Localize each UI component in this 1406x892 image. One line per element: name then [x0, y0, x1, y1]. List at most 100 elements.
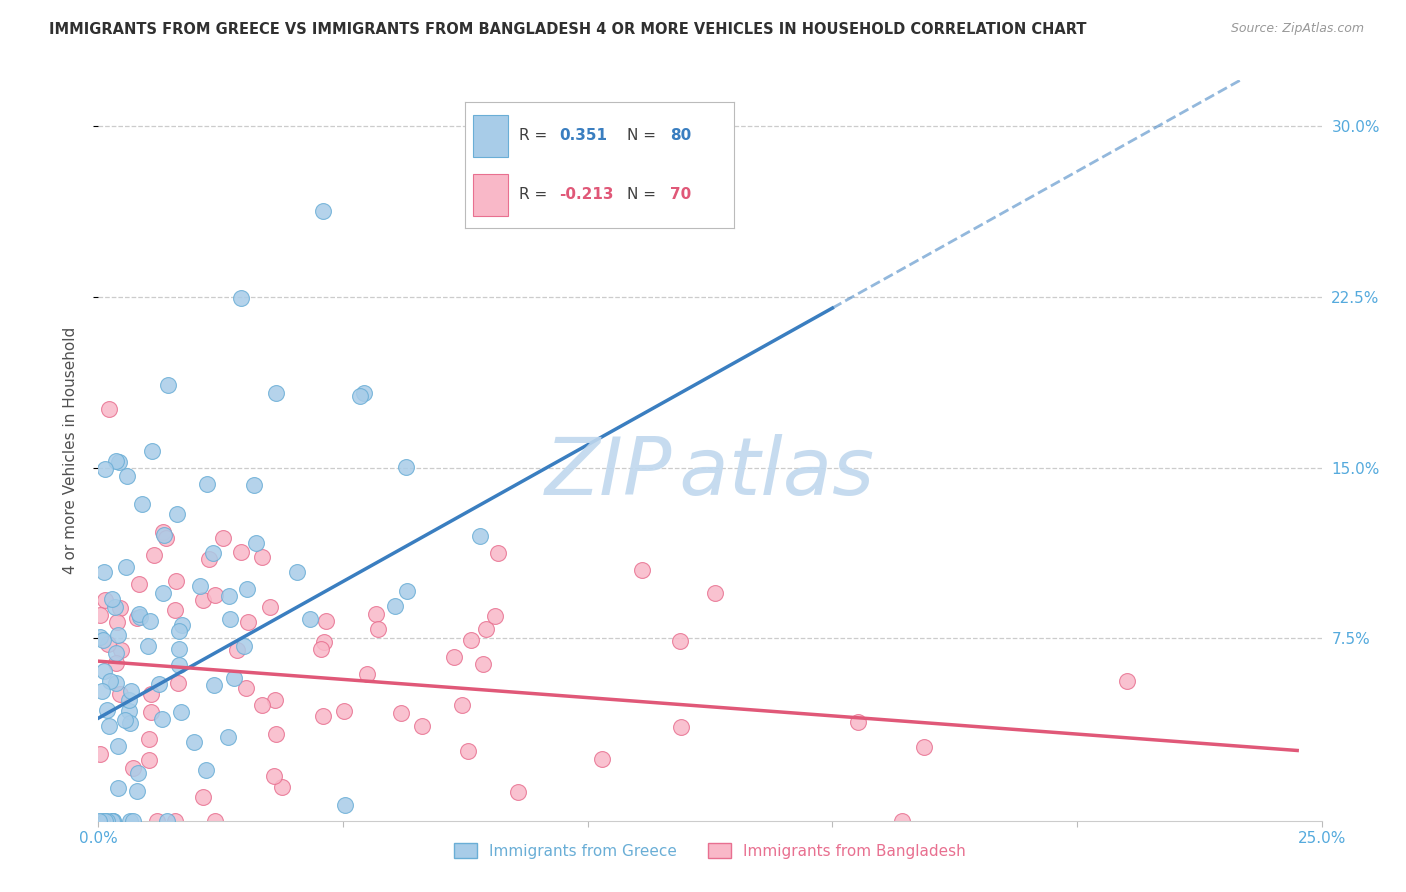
Point — [703, 586, 725, 600]
Point — [91, 683, 114, 698]
Point — [389, 706, 412, 720]
Point — [148, 677, 170, 691]
Point — [105, 615, 128, 629]
Point — [139, 687, 162, 701]
Point — [468, 529, 491, 543]
Point — [457, 744, 479, 758]
Point — [669, 720, 692, 734]
Point — [231, 291, 253, 305]
Point — [87, 814, 110, 828]
Point — [367, 622, 389, 636]
Point — [384, 599, 406, 613]
Point — [202, 546, 225, 560]
Point — [150, 712, 173, 726]
Point — [138, 614, 160, 628]
Point — [218, 589, 240, 603]
Point — [98, 719, 121, 733]
Point — [395, 459, 418, 474]
Point — [591, 752, 613, 766]
Point — [191, 790, 214, 805]
Point — [204, 588, 226, 602]
Point — [183, 734, 205, 748]
Point — [218, 612, 240, 626]
Point — [202, 677, 225, 691]
Point — [488, 546, 510, 560]
Point — [91, 633, 114, 648]
Point — [912, 739, 935, 754]
Point — [94, 462, 117, 476]
Point — [117, 469, 139, 483]
Point — [138, 731, 160, 746]
Point — [333, 704, 356, 718]
Text: IMMIGRANTS FROM GREECE VS IMMIGRANTS FROM BANGLADESH 4 OR MORE VEHICLES IN HOUSE: IMMIGRANTS FROM GREECE VS IMMIGRANTS FRO… — [49, 22, 1087, 37]
Point — [103, 814, 125, 828]
Point — [252, 698, 274, 712]
Point — [138, 753, 160, 767]
Point — [225, 643, 247, 657]
Point — [312, 709, 335, 723]
Point — [108, 687, 131, 701]
Point — [395, 584, 418, 599]
Point — [141, 444, 163, 458]
Point — [238, 615, 260, 630]
Point — [335, 797, 357, 812]
Point — [163, 603, 186, 617]
Point — [118, 705, 141, 719]
Point — [97, 637, 120, 651]
Point — [110, 600, 132, 615]
Point — [298, 612, 321, 626]
Point — [195, 476, 218, 491]
Point — [243, 477, 266, 491]
Point — [152, 524, 174, 539]
Point — [170, 618, 193, 632]
Point — [107, 781, 129, 796]
Point — [263, 769, 285, 783]
Point — [167, 658, 190, 673]
Point — [198, 552, 221, 566]
Text: ZIP atlas: ZIP atlas — [546, 434, 875, 512]
Point — [314, 634, 336, 648]
Point — [128, 577, 150, 591]
Point — [115, 560, 138, 574]
Legend: Immigrants from Greece, Immigrants from Bangladesh: Immigrants from Greece, Immigrants from … — [449, 837, 972, 865]
Point — [125, 611, 148, 625]
Point — [631, 563, 654, 577]
Text: Source: ZipAtlas.com: Source: ZipAtlas.com — [1230, 22, 1364, 36]
Point — [118, 693, 141, 707]
Point — [264, 693, 287, 707]
Point — [105, 675, 128, 690]
Y-axis label: 4 or more Vehicles in Household: 4 or more Vehicles in Household — [63, 326, 77, 574]
Point — [364, 607, 387, 621]
Point — [846, 715, 869, 730]
Point — [104, 600, 127, 615]
Point — [353, 385, 375, 400]
Point — [264, 386, 287, 401]
Point — [250, 550, 273, 565]
Point — [229, 545, 252, 559]
Point — [285, 565, 308, 579]
Point — [222, 671, 245, 685]
Point — [100, 814, 122, 828]
Point — [94, 814, 117, 828]
Point — [110, 643, 132, 657]
Point — [121, 761, 143, 775]
Point — [103, 814, 125, 828]
Point — [235, 681, 257, 695]
Point — [233, 639, 256, 653]
Point — [191, 593, 214, 607]
Point — [93, 664, 115, 678]
Point — [460, 632, 482, 647]
Point — [1115, 674, 1137, 689]
Point — [163, 814, 186, 828]
Point — [156, 814, 179, 828]
Point — [669, 633, 692, 648]
Point — [120, 716, 142, 731]
Point — [165, 574, 187, 589]
Point — [97, 402, 120, 417]
Point — [411, 719, 433, 733]
Point — [105, 646, 128, 660]
Point — [108, 455, 131, 469]
Point — [443, 649, 465, 664]
Point — [131, 497, 153, 511]
Point — [105, 656, 128, 670]
